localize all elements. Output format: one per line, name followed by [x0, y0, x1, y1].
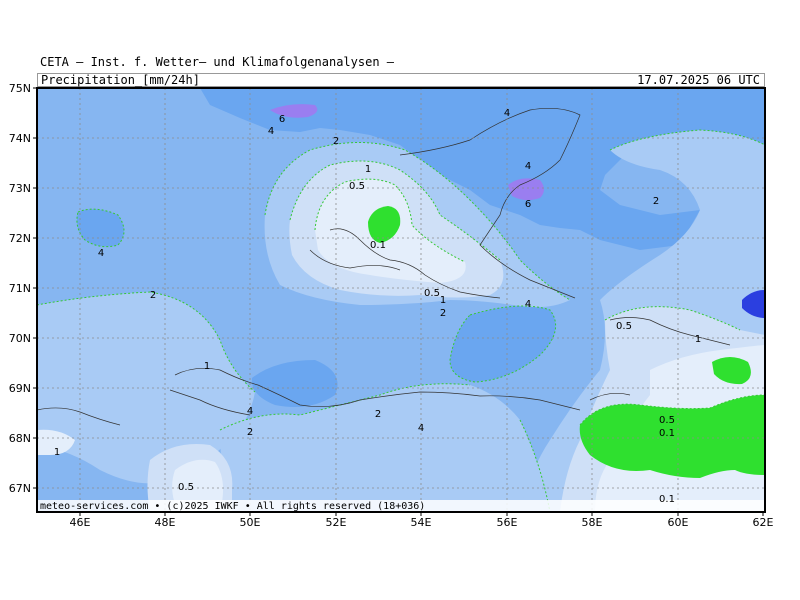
contour-label: 0.1: [659, 428, 675, 439]
contour-label: 2: [247, 427, 253, 438]
contour-label: 6: [279, 114, 285, 125]
lon-label: 54E: [411, 516, 432, 529]
contour-label: 4: [525, 299, 531, 310]
lat-label: 69N: [9, 382, 31, 395]
field-gt-10: [742, 290, 765, 318]
lat-label: 74N: [9, 132, 31, 145]
contour-label: 2: [375, 409, 381, 420]
contour-label: 0.5: [178, 482, 194, 493]
contour-label: 1: [440, 295, 446, 306]
lon-label: 62E: [753, 516, 774, 529]
lat-label: 67N: [9, 482, 31, 495]
lon-label: 46E: [70, 516, 91, 529]
contour-label: 2: [653, 196, 659, 207]
map-title: CETA — Inst. f. Wetter— und Klimafolgena…: [40, 55, 395, 69]
field-lt-0.1-center: [368, 206, 401, 243]
contour-label: 1: [695, 334, 701, 345]
contour-label: 2: [150, 290, 156, 301]
field-lt-0.1-small: [712, 357, 751, 385]
parameter-label: Precipitation_[mm/24h]: [41, 73, 200, 87]
parameter-bar: Precipitation_[mm/24h] 17.07.2025 06 UTC: [37, 73, 765, 87]
contour-label: 4: [98, 248, 104, 259]
contour-label: 0.5: [616, 321, 632, 332]
lat-label: 71N: [9, 282, 31, 295]
valid-time: 17.07.2025 06 UTC: [637, 73, 760, 87]
contour-label: 4: [247, 406, 253, 417]
map-frame: [36, 87, 766, 513]
precipitation-field: meteo-services.com • (c)2025 IWKF • All …: [37, 88, 765, 512]
footer-credit: meteo-services.com • (c)2025 IWKF • All …: [40, 501, 425, 512]
contour-label: 4: [525, 161, 531, 172]
contour-label: 4: [268, 126, 274, 137]
lon-label: 48E: [155, 516, 176, 529]
contour-label: 0.5: [349, 181, 365, 192]
field-6-10-east: [508, 178, 544, 201]
footer-strip: [37, 500, 765, 512]
contour-label: 1: [54, 447, 60, 458]
contour-label: 1: [365, 164, 371, 175]
field-1-2-southwest: [37, 292, 255, 484]
field-6-10-north: [270, 104, 318, 118]
contour-label: 4: [504, 108, 510, 119]
lat-label: 73N: [9, 182, 31, 195]
contour-label: 2: [440, 308, 446, 319]
field-1-2-south: [220, 383, 550, 512]
lat-label: 75N: [9, 82, 31, 95]
field-0.1-0.5-sw: [172, 459, 224, 512]
contour-label: 0.5: [424, 288, 440, 299]
field-4-6-south: [251, 360, 338, 408]
longitude-labels: 46E 48E 50E 52E 54E 56E 58E 60E 62E: [70, 516, 774, 529]
lon-label: 52E: [326, 516, 347, 529]
field-lt-0.1-east: [579, 395, 765, 478]
contour-label: 2: [333, 136, 339, 147]
lon-label: 58E: [582, 516, 603, 529]
contour-labels: 6 4 4 2 1 0.5 0.1 4 6 4 2 2 0.5 1 2 4 0.…: [54, 108, 701, 505]
lat-label: 70N: [9, 332, 31, 345]
contour-label: 4: [418, 423, 424, 434]
lon-label: 50E: [240, 516, 261, 529]
latitude-labels: 75N 74N 73N 72N 71N 70N 69N 68N 67N: [9, 82, 31, 495]
lat-label: 68N: [9, 432, 31, 445]
contour-label: 1: [204, 361, 210, 372]
contour-label: 0.1: [659, 494, 675, 505]
lon-label: 56E: [497, 516, 518, 529]
contour-label: 6: [525, 199, 531, 210]
contour-label: 0.1: [370, 240, 386, 251]
graticule: [37, 88, 765, 512]
field-4-6-west: [76, 209, 124, 247]
field-0.1-0.5-west: [37, 429, 75, 455]
contour-label: 0.5: [659, 415, 675, 426]
lat-label: 72N: [9, 232, 31, 245]
field-4-6-north: [200, 88, 765, 250]
tick-marks: [33, 87, 764, 516]
lon-label: 60E: [668, 516, 689, 529]
